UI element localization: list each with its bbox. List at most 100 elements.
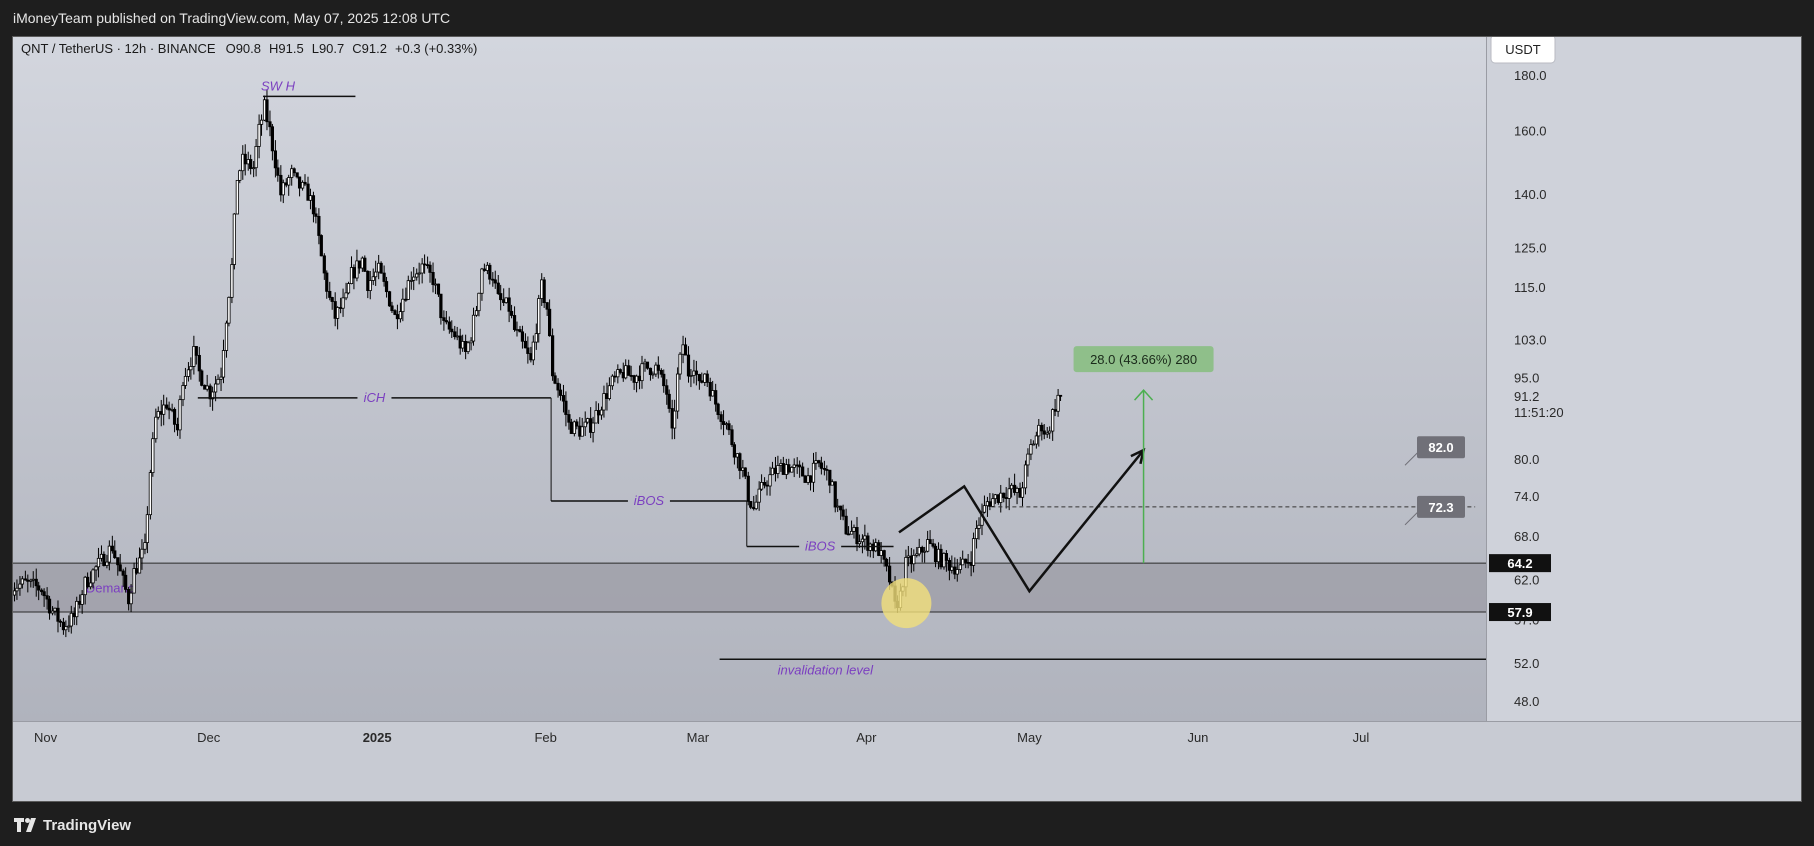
candle-body (507, 297, 511, 312)
candle-body (694, 370, 698, 375)
candle (455, 326, 459, 341)
candle (885, 557, 889, 572)
level-sw-h[interactable]: SW H (261, 78, 356, 98)
level-invalidation-level[interactable]: invalidation level (719, 658, 1486, 677)
candle-body (23, 578, 27, 581)
candle (439, 293, 443, 325)
candle (844, 508, 848, 535)
price-chart[interactable]: Demand SW H iCH iBOS iBOS invalidation level… (13, 37, 1801, 801)
candle (154, 408, 158, 443)
candle (607, 377, 611, 401)
projection-path[interactable] (898, 449, 1145, 594)
candle (833, 481, 837, 513)
candle (1037, 419, 1041, 447)
candle (749, 501, 753, 510)
level-label: iBOS (805, 538, 836, 553)
chart-frame[interactable]: Demand SW H iCH iBOS iBOS invalidation level… (12, 36, 1802, 802)
candle-body (551, 335, 555, 377)
candle (610, 374, 614, 390)
candle (531, 335, 535, 366)
candle (197, 346, 201, 382)
candle-body (118, 564, 122, 572)
candle-body (18, 583, 22, 589)
candle-body (197, 354, 201, 372)
candle (765, 480, 769, 496)
candle-body (648, 367, 653, 375)
candle (618, 368, 622, 375)
candle (640, 355, 644, 389)
candle (830, 479, 834, 486)
time-axis-background (13, 721, 1801, 801)
candle (336, 306, 340, 330)
candle (243, 144, 247, 176)
candle (346, 281, 351, 295)
candle-body (716, 403, 720, 416)
candle (469, 337, 473, 351)
candle-body (749, 501, 753, 508)
candle (575, 419, 579, 430)
candle (436, 283, 441, 297)
candle (303, 174, 307, 187)
level-ibos[interactable]: iBOS (746, 538, 894, 553)
candle-body (317, 215, 321, 236)
candle (586, 417, 590, 425)
candle (958, 556, 962, 574)
candle (553, 372, 557, 385)
candle (1056, 389, 1060, 417)
candle-body (314, 213, 318, 217)
candle (719, 411, 723, 430)
candle-body (107, 545, 111, 563)
candle (686, 346, 691, 383)
candle (526, 336, 530, 364)
candle-body (178, 399, 182, 431)
candle-body (509, 310, 514, 316)
candle-body (409, 279, 413, 282)
price-tag (1489, 554, 1551, 573)
candle-body (885, 558, 889, 567)
candle-body (599, 409, 604, 416)
candle-body (814, 460, 818, 464)
candle (75, 596, 79, 626)
plot-background (13, 37, 1486, 721)
candle (64, 620, 68, 638)
candle (140, 539, 144, 570)
candle (26, 574, 30, 593)
candle-body (798, 464, 802, 468)
level-label: SW H (261, 78, 296, 93)
level-ich[interactable]: iCH (197, 390, 552, 405)
candle (189, 357, 193, 380)
current-price-value: 91.2 (1514, 389, 1539, 404)
level-ibos[interactable]: iBOS (551, 493, 747, 508)
top-bar: iMoneyTeam published on TradingView.com,… (0, 0, 1814, 34)
candle (537, 294, 541, 343)
candle-body (257, 123, 261, 147)
candle (534, 323, 538, 350)
candle-body (382, 272, 386, 282)
candle (37, 581, 41, 601)
candle-body (1058, 394, 1063, 397)
candle-body (69, 612, 73, 627)
candle (730, 425, 734, 448)
tradingview-logo-icon (14, 818, 36, 832)
candle-body (803, 475, 807, 483)
candle (110, 535, 114, 554)
candle (556, 378, 560, 398)
candle (406, 275, 410, 300)
candle (431, 262, 435, 293)
candle (67, 615, 71, 633)
candle (770, 461, 775, 476)
currency-button[interactable]: USDT (1490, 37, 1556, 64)
candle-body (689, 375, 693, 377)
candle-body (697, 374, 701, 382)
candle (214, 376, 218, 402)
candle (235, 179, 239, 215)
candle-body (113, 550, 117, 559)
candle (790, 466, 794, 473)
candle (221, 339, 226, 384)
candle (572, 420, 576, 437)
y-tick-label: 80.0 (1514, 452, 1539, 467)
candle-body (384, 281, 389, 293)
candle-body (249, 159, 253, 169)
symbol-info[interactable]: QNT / TetherUS · 12h · BINANCE (21, 41, 216, 56)
candle-body (192, 346, 196, 367)
